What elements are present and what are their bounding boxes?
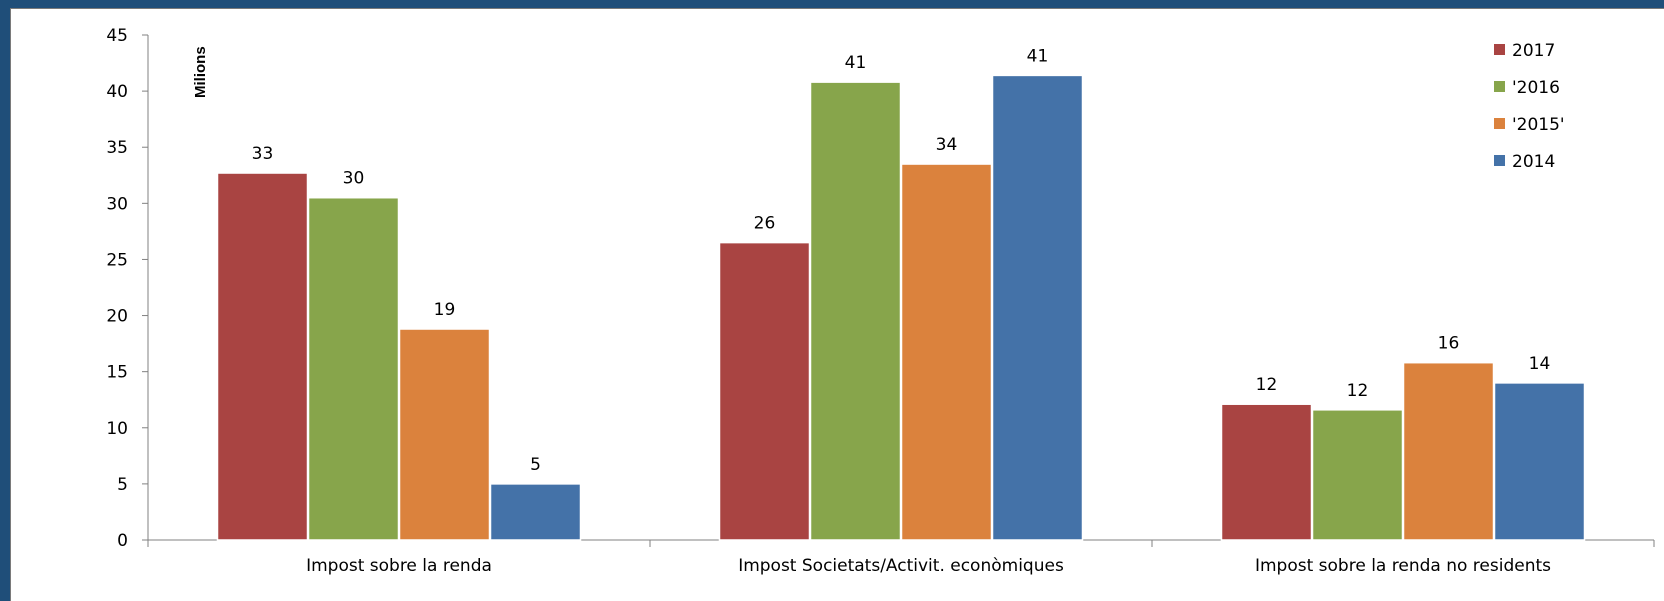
legend: 2017 '2016 '2015' 2014 — [1494, 41, 1565, 172]
data-label: 5 — [530, 455, 541, 475]
y-tick-label: 0 — [117, 531, 128, 551]
x-category-label: Impost Societats/Activit. econòmiques — [738, 556, 1064, 576]
data-label: 16 — [1438, 334, 1460, 354]
legend-swatch — [1494, 155, 1505, 166]
bar — [900, 163, 993, 541]
data-label: 19 — [434, 300, 456, 320]
bar — [991, 74, 1084, 541]
legend-label: '2015' — [1512, 115, 1565, 135]
data-label: 41 — [845, 53, 867, 73]
data-label: 12 — [1347, 381, 1369, 401]
bar — [1220, 403, 1313, 541]
y-axis: 0 5 10 15 20 25 30 35 40 45 — [106, 26, 149, 551]
bar — [809, 81, 902, 541]
data-label: 33 — [252, 144, 274, 164]
y-tick-label: 5 — [117, 475, 128, 495]
bar — [489, 483, 582, 541]
bar — [1402, 361, 1495, 541]
data-label: 14 — [1529, 354, 1551, 374]
bar — [718, 241, 811, 541]
data-label: 41 — [1027, 46, 1049, 66]
y-tick-label: 20 — [106, 307, 128, 327]
bar — [307, 196, 400, 541]
x-axis: Impost sobre la renda Impost Societats/Ac… — [147, 539, 1655, 576]
legend-swatch — [1494, 118, 1505, 129]
y-tick-label: 25 — [106, 250, 128, 270]
bar — [1493, 382, 1586, 541]
data-label: 30 — [343, 169, 365, 189]
data-labels-group: 33 30 19 5 26 41 34 41 12 12 16 14 — [252, 46, 1551, 474]
y-tick-label: 30 — [106, 194, 128, 214]
legend-swatch — [1494, 44, 1505, 55]
data-label: 26 — [754, 214, 776, 234]
data-label: 34 — [936, 135, 958, 155]
y-tick-label: 35 — [106, 138, 128, 158]
legend-swatch — [1494, 81, 1505, 92]
y-tick-label: 40 — [106, 82, 128, 102]
bars-group — [216, 74, 1586, 541]
x-category-label: Impost sobre la renda — [306, 556, 492, 576]
legend-label: 2017 — [1512, 41, 1555, 61]
bar — [1311, 409, 1404, 541]
bar — [216, 172, 309, 541]
y-tick-label: 45 — [106, 26, 128, 46]
data-label: 12 — [1256, 375, 1278, 395]
unit-label: Milions — [192, 46, 209, 98]
y-tick-label: 15 — [106, 363, 128, 383]
legend-label: 2014 — [1512, 152, 1555, 172]
x-category-label: Impost sobre la renda no residents — [1255, 556, 1551, 576]
legend-label: '2016 — [1512, 78, 1560, 98]
y-tick-label: 10 — [106, 419, 128, 439]
bar — [398, 328, 491, 541]
